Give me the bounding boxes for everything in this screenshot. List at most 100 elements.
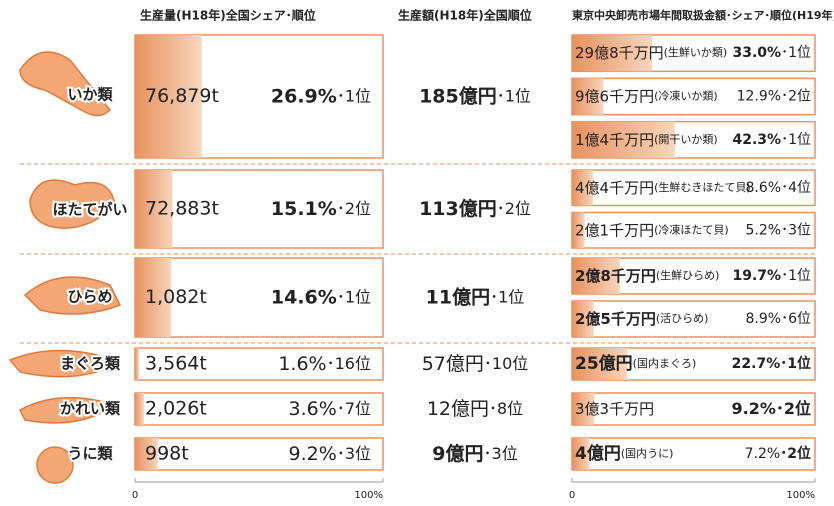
rank: ･7位 (337, 399, 371, 418)
share-label: 9.2% (731, 399, 775, 418)
market-share: 5.2%･3位 (746, 222, 812, 238)
rank: ･3位 (781, 222, 811, 238)
amount: 1億4千万円 (575, 130, 654, 148)
share-label: 8.9% (746, 311, 782, 327)
rank: ･8位 (489, 399, 523, 418)
amount: 2億5千万円 (575, 310, 656, 328)
market-amount: 2億1千万円(冷凍ほたて貝) (575, 221, 729, 239)
amount: 25億円 (575, 353, 633, 374)
infographic: 生産量(H18年)全国シェア･順位 生産額(H18年)全国順位 東京中央卸売市場… (0, 0, 834, 506)
rank: ･1位 (490, 287, 524, 306)
row-name: ひらめ (67, 288, 112, 306)
amount: 4億円 (575, 443, 621, 464)
product: (生鮮いか類) (664, 45, 728, 59)
production-value: 11億円･1位 (426, 285, 525, 308)
row-name: ほたてがい (52, 201, 127, 219)
market-share: 9.2%･2位 (731, 399, 811, 418)
product: (生鮮ひらめ) (656, 268, 720, 282)
production-amount: 3,564t (145, 353, 207, 375)
market-share: 8.6%･4位 (746, 180, 812, 196)
product: (開干いか類) (654, 133, 718, 146)
share-label: 42.3% (733, 132, 782, 148)
row-name: かれい類 (60, 400, 121, 418)
production-share: 15.1%･2位 (271, 198, 371, 220)
axis-label: 0 (132, 490, 138, 501)
production-amount: 76,879t (145, 85, 219, 107)
share-bar (135, 348, 139, 380)
share-label: 7.2% (745, 446, 781, 462)
value-amount: 9億円 (432, 442, 483, 465)
share-label: 3.6% (289, 398, 337, 420)
production-share: 3.6%･7位 (289, 398, 371, 420)
share-label: 1.6% (278, 353, 326, 375)
market-share: 33.0%･1位 (733, 45, 812, 61)
market-amount: 3億3千万円 (575, 400, 654, 418)
share-label: 15.1% (271, 198, 337, 220)
share-label: 9.2% (289, 443, 337, 465)
share-bar (135, 393, 144, 425)
production-value: 113億円･2位 (419, 197, 531, 220)
amount: 2億8千万円 (575, 267, 656, 285)
rank: ･1位 (781, 132, 811, 148)
share-label: 12.9% (737, 89, 781, 105)
production-share: 1.6%･16位 (278, 353, 371, 375)
rank: ･4位 (781, 180, 811, 196)
production-share: 26.9%･1位 (271, 85, 371, 107)
share-label: 5.2% (746, 222, 782, 238)
market-amount: 2億8千万円(生鮮ひらめ) (575, 267, 719, 285)
market-amount: 2億5千万円(活ひらめ) (575, 310, 708, 328)
market-share: 12.9%･2位 (737, 89, 811, 105)
share-label: 33.0% (733, 45, 782, 61)
rank: ･10位 (484, 354, 528, 373)
axis-label: 100% (786, 490, 815, 501)
market-amount: 9億6千万円(冷凍いか類) (575, 87, 718, 105)
market-share: 22.7%･1位 (732, 355, 811, 372)
amount: 2億1千万円 (575, 221, 654, 239)
share-label: 8.6% (746, 180, 782, 196)
amount: 9億6千万円 (575, 87, 654, 105)
product: (生鮮むきほたて貝) (654, 180, 751, 194)
production-value: 9億円･3位 (432, 442, 517, 465)
rank: ･2位 (780, 445, 811, 462)
share-label: 14.6% (271, 286, 337, 308)
production-share: 9.2%･3位 (289, 443, 371, 465)
value-amount: 113億円 (419, 197, 497, 220)
rank: ･3位 (337, 444, 371, 463)
market-share: 7.2%･2位 (745, 445, 811, 462)
market-amount: 1億4千万円(開干いか類) (575, 130, 718, 148)
production-amount: 2,026t (145, 398, 207, 420)
value-amount: 57億円 (422, 353, 484, 375)
share-label: 22.7% (732, 356, 781, 372)
value-amount: 185億円 (419, 84, 497, 107)
row-name: うに類 (67, 445, 113, 463)
amount: 29億8千万円 (575, 44, 664, 62)
axis-label: 0 (569, 490, 575, 501)
share-label: 26.9% (271, 85, 337, 107)
header: 生産量(H18年)全国シェア･順位 (140, 8, 316, 23)
header: 生産額(H18年)全国順位 (398, 8, 532, 23)
rank: ･2位 (781, 89, 811, 105)
rank: ･2位 (337, 199, 371, 218)
rank: ･1位 (337, 287, 371, 306)
rank: ･1位 (781, 268, 811, 284)
market-share: 8.9%･6位 (746, 311, 812, 327)
production-amount: 998t (145, 443, 189, 465)
rank: ･1位 (497, 86, 531, 105)
header: 東京中央卸売市場年間取扱金額･シェア･順位(H19年) (572, 8, 834, 22)
rank: ･1位 (780, 355, 811, 372)
product: (国内まぐろ) (633, 356, 697, 370)
row-name: まぐろ類 (60, 355, 121, 373)
product: (冷凍いか類) (654, 90, 718, 103)
icons (10, 52, 120, 483)
production-value: 12億円･8位 (427, 398, 523, 420)
rank: ･16位 (327, 354, 371, 373)
market-share: 19.7%･1位 (733, 268, 812, 284)
rank: ･6位 (781, 311, 811, 327)
rank: ･2位 (497, 199, 531, 218)
rank: ･1位 (781, 45, 811, 61)
rank: ･3位 (484, 444, 518, 463)
market-amount: 4億4千万円(生鮮むきほたて貝) (575, 178, 751, 196)
production-amount: 1,082t (145, 286, 207, 308)
value-amount: 12億円 (427, 398, 489, 420)
product: (国内うに) (621, 446, 674, 460)
